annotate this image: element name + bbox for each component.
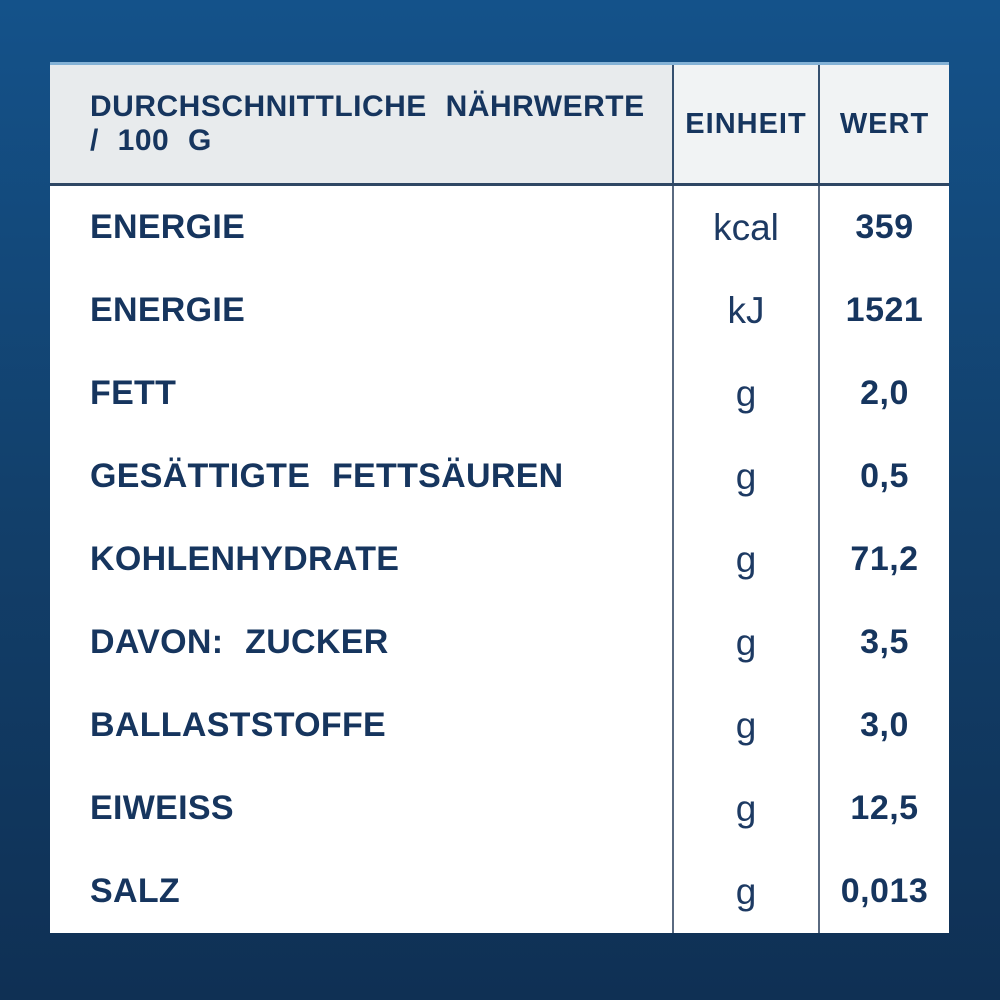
table-row: BALLASTSTOFFE g 3,0 — [50, 684, 949, 767]
nutrient-label: ENERGIE — [90, 291, 246, 329]
unit-value: g — [672, 352, 820, 435]
nutrient-label: ENERGIE — [90, 208, 246, 246]
table-row: EIWEISS g 12,5 — [50, 767, 949, 850]
amount-value: 0,013 — [840, 872, 929, 910]
unit-value: g — [672, 850, 820, 933]
header-unit: EINHEIT — [672, 65, 820, 183]
header-value: WERT — [820, 65, 949, 183]
nutrition-table-card: DURCHSCHNITTLICHE NÄHRWERTE / 100 G EINH… — [50, 62, 949, 933]
amount-value: 3,5 — [860, 623, 909, 661]
table-row: ENERGIE kcal 359 — [50, 186, 949, 269]
nutrient-label: EIWEISS — [90, 789, 234, 827]
unit-value: g — [672, 767, 820, 850]
table-row: FETT g 2,0 — [50, 352, 949, 435]
nutrient-label: SALZ — [90, 872, 180, 910]
amount-value: 359 — [855, 208, 914, 246]
amount-value: 1521 — [845, 291, 924, 329]
unit-value: kJ — [672, 269, 820, 352]
amount-value: 3,0 — [860, 706, 909, 744]
table-header-row: DURCHSCHNITTLICHE NÄHRWERTE / 100 G EINH… — [50, 65, 949, 186]
nutrient-label: BALLASTSTOFFE — [90, 706, 387, 744]
table-row: DAVON: ZUCKER g 3,5 — [50, 601, 949, 684]
amount-value: 71,2 — [850, 540, 919, 578]
table-row: GESÄTTIGTE FETTSÄUREN g 0,5 — [50, 435, 949, 518]
unit-value: g — [672, 435, 820, 518]
header-nutrients: DURCHSCHNITTLICHE NÄHRWERTE / 100 G — [50, 65, 672, 183]
nutrient-label: DAVON: ZUCKER — [90, 623, 389, 661]
nutrient-label: KOHLENHYDRATE — [90, 540, 400, 578]
nutrient-label: FETT — [90, 374, 177, 412]
nutrient-label: GESÄTTIGTE FETTSÄUREN — [90, 457, 564, 495]
amount-value: 12,5 — [850, 789, 919, 827]
table-row: SALZ g 0,013 — [50, 850, 949, 933]
amount-value: 0,5 — [860, 457, 909, 495]
unit-value: kcal — [672, 186, 820, 269]
unit-value: g — [672, 518, 820, 601]
amount-value: 2,0 — [860, 374, 909, 412]
table-row: KOHLENHYDRATE g 71,2 — [50, 518, 949, 601]
unit-value: g — [672, 684, 820, 767]
table-row: ENERGIE kJ 1521 — [50, 269, 949, 352]
unit-value: g — [672, 601, 820, 684]
